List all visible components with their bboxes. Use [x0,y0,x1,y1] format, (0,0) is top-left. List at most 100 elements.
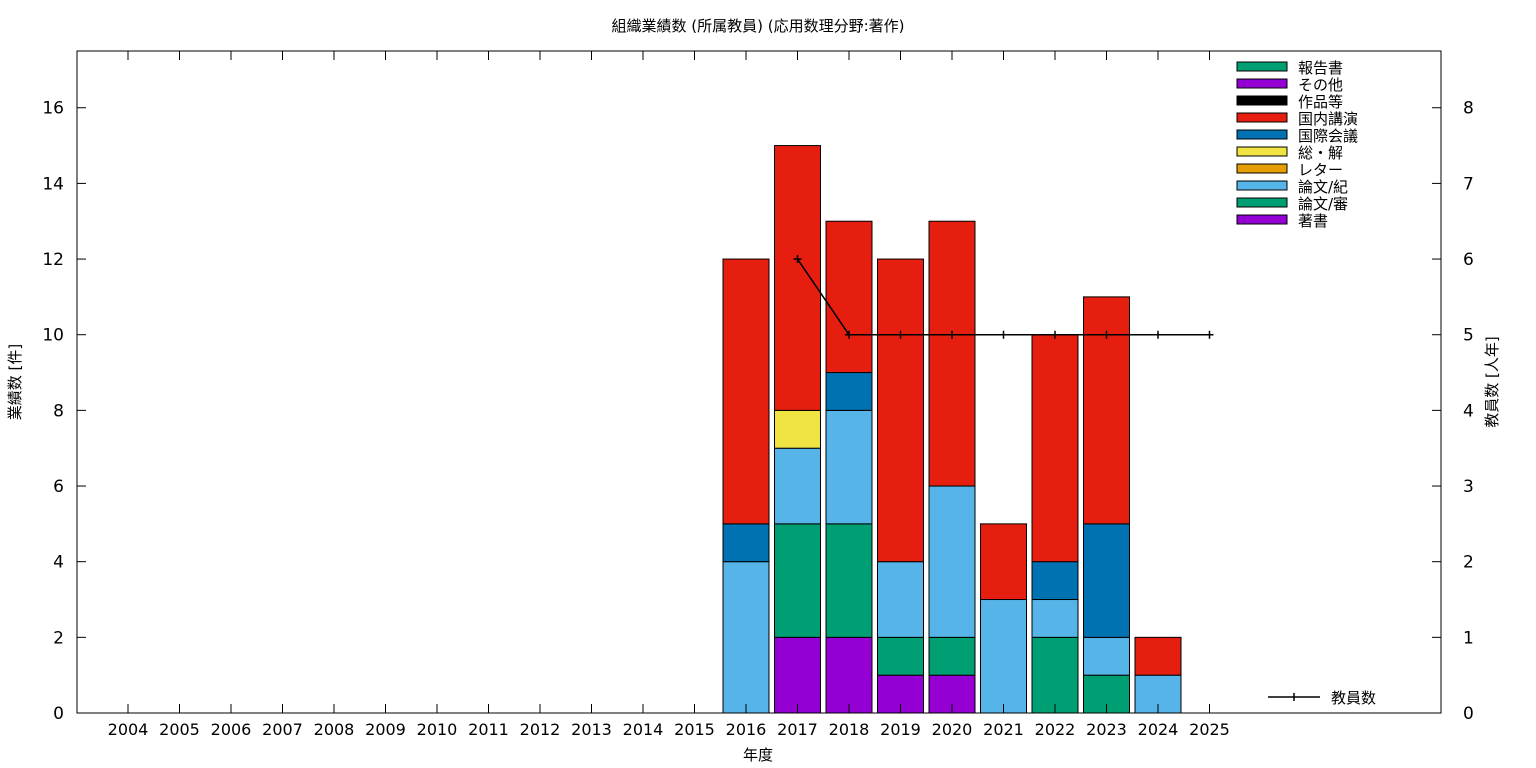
x-tick-label-2019: 2019 [880,720,921,739]
bar-2021-series-2 [980,599,1027,714]
line-point-2021 [999,330,1008,339]
x-tick-label-2010: 2010 [417,720,458,739]
x-tick-label-2008: 2008 [314,720,355,739]
y-tick-label-6: 6 [53,477,64,497]
legend-swatch-5 [1236,129,1288,140]
x-tick-label-2016: 2016 [726,720,767,739]
bar-2016-series-2 [722,561,770,714]
y-tick-label-4: 4 [53,553,64,573]
line-point-2018 [845,330,853,339]
x-tick-label-2006: 2006 [211,720,252,739]
legend-label-5: 国際会議 [1298,127,1358,145]
y2-tick-label-8: 8 [1463,99,1474,119]
bar-2023-series-2 [1083,636,1130,676]
y2-tick-label-6: 6 [1463,250,1474,270]
bar-2018-series-2 [825,409,873,525]
x-tick-label-2021: 2021 [983,720,1024,739]
bar-2019-series-2 [877,561,924,638]
bar-2017-series-1 [774,523,821,638]
x-tick-label-2009: 2009 [365,720,406,739]
x-tick-label-2022: 2022 [1035,720,1076,739]
legend-swatch-8 [1236,78,1288,89]
x-axis-label: 年度 [743,746,773,764]
line-series-group [793,255,1214,339]
legend-swatch-1 [1236,197,1288,208]
legend-swatch-7 [1236,95,1288,106]
y-tick-label-2: 2 [53,628,64,648]
x-tick-label-2007: 2007 [262,720,303,739]
legend-swatch-2 [1236,180,1288,191]
y2-tick-label-7: 7 [1463,174,1474,194]
legend-line-label: 教員数 [1331,689,1376,707]
y2-tick-label-5: 5 [1463,326,1474,346]
chart-title: 組織業績数 (所属教員) (応用数理分野:著作) [612,17,905,35]
legend-swatch-3 [1236,163,1288,174]
legend-label-0: 著書 [1298,212,1328,230]
x-tick-label-2011: 2011 [468,720,509,739]
line-point-2025 [1205,330,1214,339]
bar-2018-series-6 [825,220,873,374]
x-tick-label-2023: 2023 [1086,720,1127,739]
y-tick-label-10: 10 [42,326,64,346]
bar-2018-series-1 [825,523,873,638]
y2-tick-label-4: 4 [1463,401,1474,421]
line-point-2024 [1154,330,1162,339]
plot-frame [76,50,1442,714]
y-tick-label-0: 0 [53,704,64,724]
y2-axis-label: 教員数 [人年] [1483,336,1501,427]
line-point-2020 [948,330,956,339]
legend-label-4: 総・解 [1298,144,1343,162]
legend-label-9: 報告書 [1298,59,1343,77]
bar-2020-series-1 [928,636,976,676]
bar-2022-series-6 [1031,334,1079,563]
y-tick-label-8: 8 [53,401,64,421]
bar-2019-series-1 [877,636,924,676]
bar-2022-series-5 [1031,561,1079,601]
legend-label-1: 論文/審 [1298,195,1348,213]
x-tick-label-2025: 2025 [1189,720,1230,739]
y-tick-label-12: 12 [42,250,64,270]
bar-2023-series-5 [1083,523,1130,638]
bar-2018-series-5 [825,372,873,411]
x-tick-label-2013: 2013 [571,720,612,739]
bar-2020-series-6 [928,220,976,487]
bar-2020-series-2 [928,485,976,638]
y-axis-label: 業績数 [件] [6,344,24,420]
legend-swatch-0 [1236,214,1288,225]
x-tick-label-2018: 2018 [829,720,870,739]
legend-swatch-9 [1236,61,1288,72]
legend-label-8: その他 [1298,76,1343,94]
x-tick-label-2005: 2005 [159,720,200,739]
legend-swatch-6 [1236,112,1288,123]
bar-2017-series-6 [774,145,821,411]
legend-label-6: 国内講演 [1298,110,1358,128]
y2-tick-label-3: 3 [1463,477,1474,497]
legend-swatch-4 [1236,146,1288,157]
line-point-2019 [896,330,905,339]
legend-label-2: 論文/紀 [1298,178,1348,196]
y-tick-label-16: 16 [42,99,64,119]
bar-2021-series-6 [980,523,1027,601]
bar-2017-series-2 [774,447,821,525]
legend-label-3: レター [1298,161,1343,179]
y2-tick-label-0: 0 [1463,704,1474,724]
bar-2016-series-6 [722,258,770,525]
x-tick-label-2012: 2012 [520,720,561,739]
x-tick-label-2020: 2020 [932,720,973,739]
bar-2016-series-5 [722,523,770,563]
x-tick-label-2024: 2024 [1138,720,1179,739]
bar-2018-series-0 [825,636,873,714]
x-tick-label-2014: 2014 [623,720,664,739]
bar-2019-series-6 [877,258,924,563]
y-tick-label-14: 14 [42,174,64,194]
legend-label-7: 作品等 [1298,93,1343,111]
bar-2024-series-6 [1134,636,1182,676]
y2-tick-label-1: 1 [1463,628,1474,648]
line-point-2022 [1051,330,1059,339]
x-tick-label-2017: 2017 [777,720,818,739]
bar-2022-series-1 [1031,636,1079,714]
x-tick-label-2004: 2004 [108,720,149,739]
